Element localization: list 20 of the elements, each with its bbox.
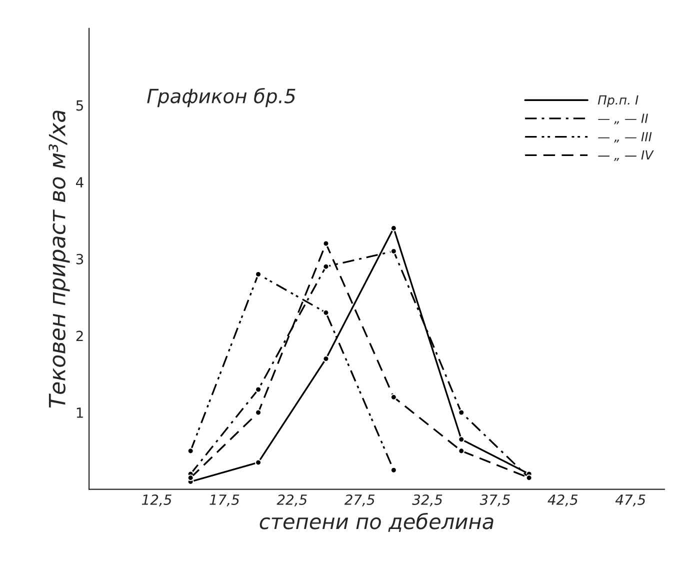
x-tick-label: 42,5	[548, 494, 578, 506]
legend-label: — „ — III	[598, 132, 652, 143]
y-tick-label: 3	[76, 254, 84, 264]
x-tick-label: 27,5	[344, 494, 375, 506]
x-tick-label: 47,5	[615, 494, 646, 506]
x-tick-label: 32,5	[412, 494, 442, 506]
y-tick-label: 5	[76, 100, 83, 111]
legend-label: — „ — II	[598, 114, 648, 124]
x-tick-label: 17,5	[210, 494, 240, 506]
legend-label: Пр.п. I	[598, 95, 638, 108]
x-tick-label: 22,5	[276, 494, 307, 506]
y-tick-label: 2	[76, 330, 83, 341]
x-tick-label: 37,5	[480, 494, 510, 506]
x-tick-label: 12,5	[142, 494, 172, 506]
x-axis-title: степени по дебелина	[260, 512, 494, 532]
text: Графикон бр.5	[147, 88, 296, 108]
y-tick-label: 4	[76, 177, 84, 188]
y-tick-label: 1	[76, 408, 83, 418]
legend-label: — „ — IV	[598, 150, 654, 161]
y-axis-title: Тековен прираст во м³/ха	[48, 110, 70, 408]
